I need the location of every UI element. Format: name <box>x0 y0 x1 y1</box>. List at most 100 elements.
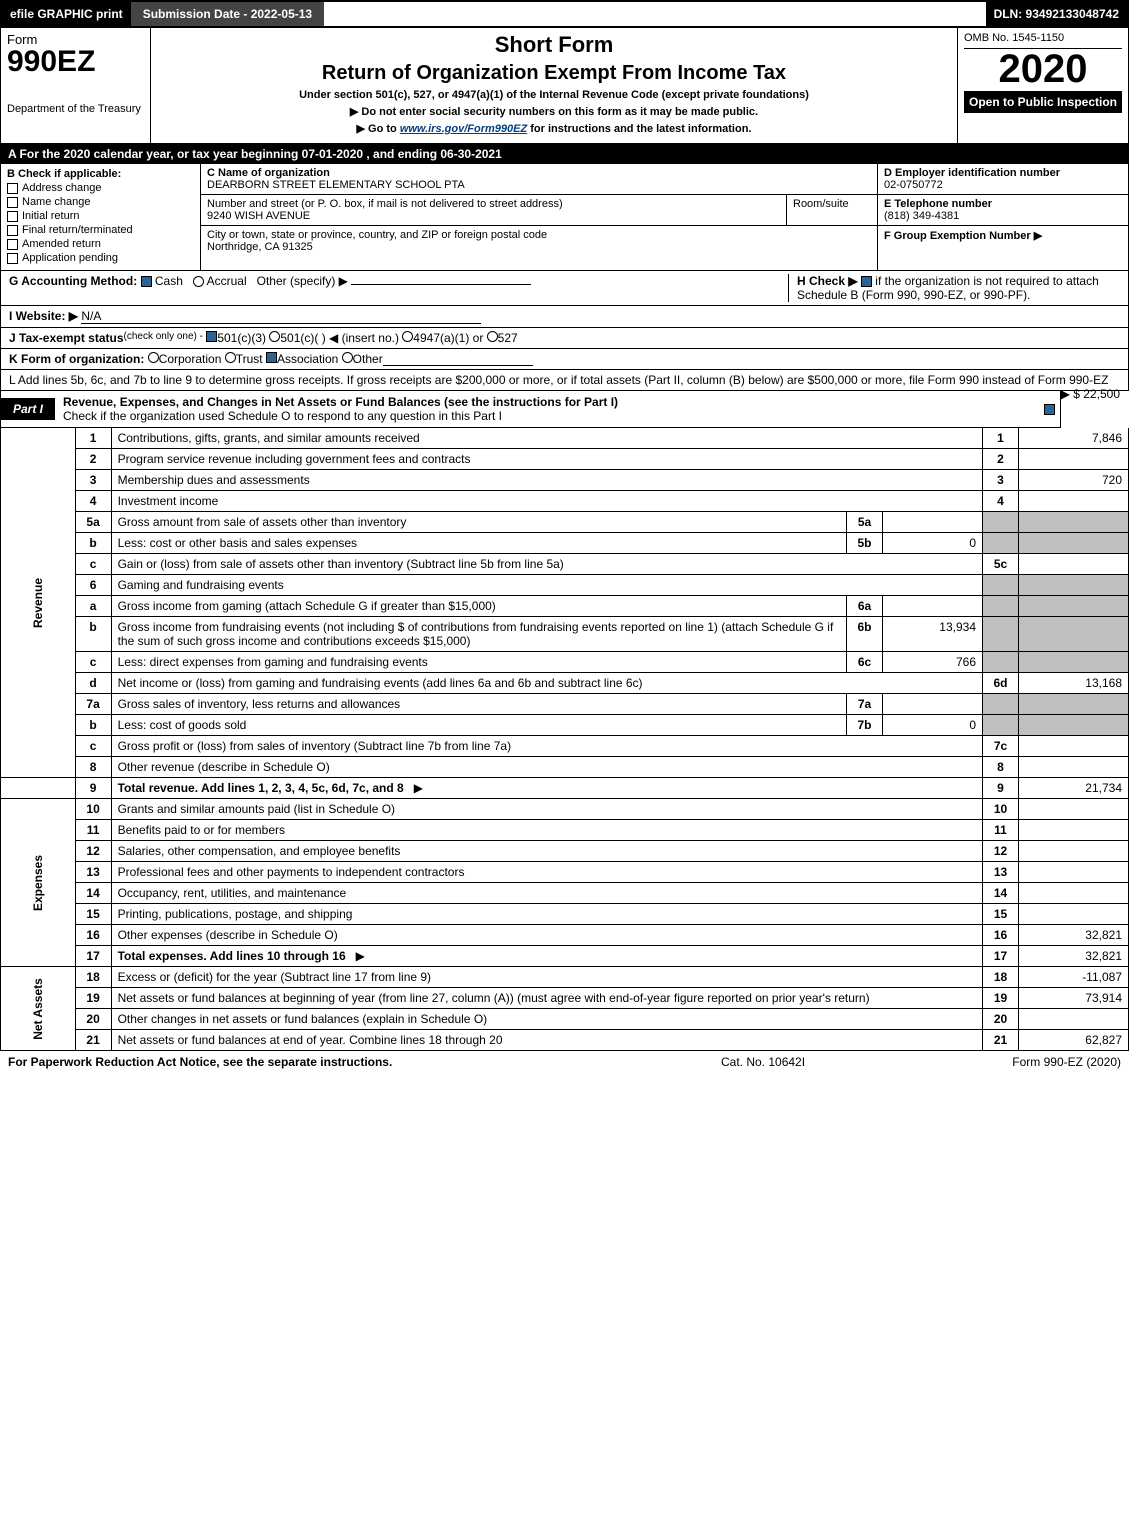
line-6a: a Gross income from gaming (attach Sched… <box>1 596 1129 617</box>
l-text: L Add lines 5b, 6c, and 7b to line 9 to … <box>9 373 1108 387</box>
go-suffix: for instructions and the latest informat… <box>530 123 751 135</box>
line-5b: b Less: cost or other basis and sales ex… <box>1 533 1129 554</box>
row-i: I Website: ▶ N/A <box>0 306 1129 328</box>
line-6d: d Net income or (loss) from gaming and f… <box>1 673 1129 694</box>
entity-info-block: B Check if applicable: Address change Na… <box>0 164 1129 271</box>
irs-link[interactable]: www.irs.gov/Form990EZ <box>400 123 527 135</box>
box-b: B Check if applicable: Address change Na… <box>1 164 201 270</box>
g-label: G Accounting Method: <box>9 274 137 288</box>
part1-title: Revenue, Expenses, and Changes in Net As… <box>55 391 1040 427</box>
box-d: D Employer identification number 02-0750… <box>878 164 1128 270</box>
form-title-block: Short Form Return of Organization Exempt… <box>151 28 958 143</box>
line-11: 11 Benefits paid to or for members 11 <box>1 820 1129 841</box>
dln-label: DLN: 93492133048742 <box>986 2 1127 26</box>
ein-label: D Employer identification number <box>884 167 1122 179</box>
line-16: 16 Other expenses (describe in Schedule … <box>1 925 1129 946</box>
page-footer: For Paperwork Reduction Act Notice, see … <box>0 1051 1129 1073</box>
line-2: 2 Program service revenue including gove… <box>1 449 1129 470</box>
part1-header: Part I Revenue, Expenses, and Changes in… <box>0 391 1061 428</box>
j-note: (check only one) - <box>124 331 203 345</box>
go-prefix: ▶ Go to <box>357 123 400 135</box>
chk-final-return[interactable]: Final return/terminated <box>7 224 194 236</box>
line-9: 9 Total revenue. Add lines 1, 2, 3, 4, 5… <box>1 778 1129 799</box>
j-4947: 4947(a)(1) or <box>413 331 483 345</box>
row-j: J Tax-exempt status (check only one) - 5… <box>0 328 1129 349</box>
line-14: 14 Occupancy, rent, utilities, and maint… <box>1 883 1129 904</box>
chk-cash[interactable] <box>141 276 152 287</box>
k-other-input[interactable] <box>383 352 533 366</box>
submission-date: Submission Date - 2022-05-13 <box>131 2 324 26</box>
line-10: Expenses 10 Grants and similar amounts p… <box>1 799 1129 820</box>
line-1: Revenue 1 Contributions, gifts, grants, … <box>1 428 1129 449</box>
line-5a: 5a Gross amount from sale of assets othe… <box>1 512 1129 533</box>
form-number: 990EZ <box>7 47 144 77</box>
chk-initial-return[interactable]: Initial return <box>7 210 194 222</box>
chk-assoc[interactable] <box>266 352 277 363</box>
city-value: Northridge, CA 91325 <box>207 241 871 253</box>
k-trust: Trust <box>236 352 263 366</box>
line-7b: b Less: cost of goods sold 7b 0 <box>1 715 1129 736</box>
line-4: 4 Investment income 4 <box>1 491 1129 512</box>
line-3: 3 Membership dues and assessments 3 720 <box>1 470 1129 491</box>
ein-value: 02-0750772 <box>884 179 1122 191</box>
tax-period-bar: A For the 2020 calendar year, or tax yea… <box>0 144 1129 164</box>
line-13: 13 Professional fees and other payments … <box>1 862 1129 883</box>
revenue-label: Revenue <box>31 572 45 634</box>
chk-501c[interactable] <box>269 331 280 342</box>
row-g-h: G Accounting Method: Cash Accrual Other … <box>0 271 1129 306</box>
form-header: Form 990EZ Department of the Treasury Sh… <box>0 28 1129 144</box>
line-6b: b Gross income from fundraising events (… <box>1 617 1129 652</box>
main-title: Return of Organization Exempt From Incom… <box>159 62 949 85</box>
footer-mid: Cat. No. 10642I <box>721 1055 921 1069</box>
chk-h[interactable] <box>861 276 872 287</box>
expenses-label: Expenses <box>31 852 45 914</box>
chk-application-pending[interactable]: Application pending <box>7 252 194 264</box>
chk-other-org[interactable] <box>342 352 353 363</box>
k-other: Other <box>353 352 383 366</box>
line-7c: c Gross profit or (loss) from sales of i… <box>1 736 1129 757</box>
subtitle-2: ▶ Do not enter social security numbers o… <box>159 105 949 118</box>
tel-label: E Telephone number <box>884 198 1122 210</box>
g-other: Other (specify) ▶ <box>257 274 348 288</box>
j-527: 527 <box>498 331 518 345</box>
short-form-title: Short Form <box>159 32 949 58</box>
k-assoc: Association <box>277 352 338 366</box>
chk-amended-return[interactable]: Amended return <box>7 238 194 250</box>
g-cash: Cash <box>155 274 183 288</box>
part1-sub: Check if the organization used Schedule … <box>63 409 502 423</box>
net-assets-label: Net Assets <box>31 978 45 1040</box>
line-8: 8 Other revenue (describe in Schedule O)… <box>1 757 1129 778</box>
chk-corp[interactable] <box>148 352 159 363</box>
chk-schedule-o[interactable] <box>1044 404 1055 415</box>
j-label: J Tax-exempt status <box>9 331 124 345</box>
g-other-input[interactable] <box>351 284 531 285</box>
chk-trust[interactable] <box>225 352 236 363</box>
chk-accrual[interactable] <box>193 276 204 287</box>
k-label: K Form of organization: <box>9 352 144 366</box>
line-6: 6 Gaming and fundraising events <box>1 575 1129 596</box>
chk-name-change[interactable]: Name change <box>7 196 194 208</box>
form-id-block: Form 990EZ Department of the Treasury <box>1 28 151 143</box>
form-meta-block: OMB No. 1545-1150 2020 Open to Public In… <box>958 28 1128 143</box>
line-7a: 7a Gross sales of inventory, less return… <box>1 694 1129 715</box>
part1-table: Revenue 1 Contributions, gifts, grants, … <box>0 428 1129 1051</box>
address-value: 9240 WISH AVENUE <box>207 210 780 222</box>
address-label: Number and street (or P. O. box, if mail… <box>207 198 780 210</box>
chk-address-change[interactable]: Address change <box>7 182 194 194</box>
chk-501c3[interactable] <box>206 331 217 342</box>
org-name-label: C Name of organization <box>207 167 871 179</box>
box-b-header: B Check if applicable: <box>7 168 194 180</box>
website-value: N/A <box>81 309 481 324</box>
line-6c: c Less: direct expenses from gaming and … <box>1 652 1129 673</box>
open-to-public: Open to Public Inspection <box>964 91 1122 113</box>
group-exemption-label: F Group Exemption Number ▶ <box>884 229 1122 242</box>
efile-label: efile GRAPHIC print <box>2 2 131 26</box>
chk-4947[interactable] <box>402 331 413 342</box>
j-501c: 501(c)( ) ◀ (insert no.) <box>280 331 399 345</box>
footer-left: For Paperwork Reduction Act Notice, see … <box>8 1055 721 1069</box>
part1-tab: Part I <box>1 398 55 420</box>
chk-527[interactable] <box>487 331 498 342</box>
subtitle-3: ▶ Go to www.irs.gov/Form990EZ for instru… <box>159 122 949 135</box>
tel-value: (818) 349-4381 <box>884 210 1122 222</box>
line-5c: c Gain or (loss) from sale of assets oth… <box>1 554 1129 575</box>
